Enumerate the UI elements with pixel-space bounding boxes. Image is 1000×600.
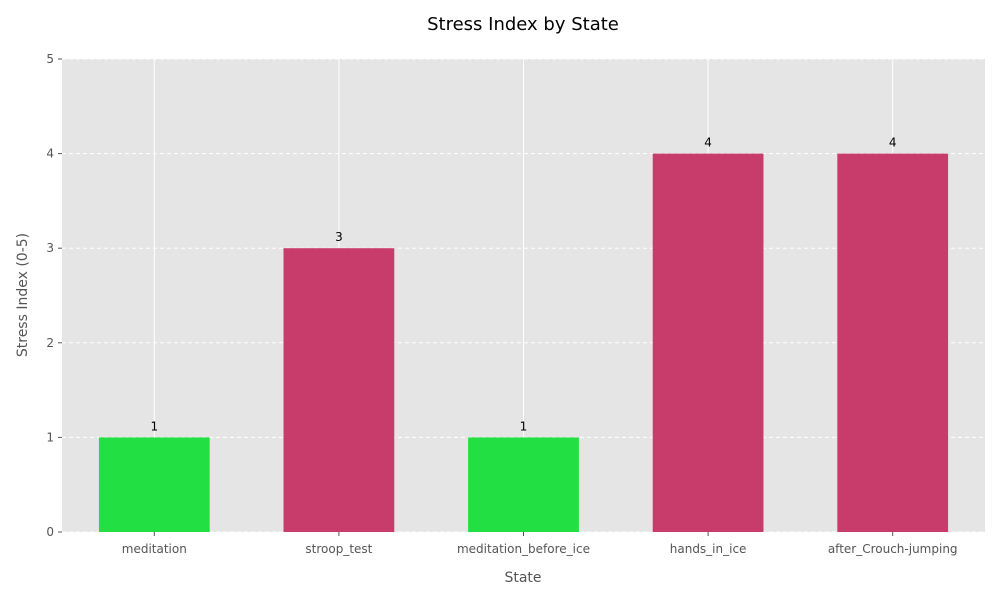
bar bbox=[283, 248, 395, 532]
data-label: 4 bbox=[704, 136, 712, 150]
y-tick-label: 1 bbox=[46, 430, 54, 444]
x-axis: meditation stroop_test meditation_before_i… bbox=[122, 532, 958, 556]
chart-title: Stress Index by State bbox=[427, 14, 619, 35]
bar bbox=[837, 153, 949, 532]
data-label: 4 bbox=[889, 136, 897, 150]
bar bbox=[98, 437, 210, 532]
bar bbox=[468, 437, 579, 532]
y-tick-label: 5 bbox=[46, 52, 54, 66]
bar bbox=[652, 153, 764, 532]
x-tick-label: meditation bbox=[122, 542, 187, 556]
x-tick-label: hands_in_ice bbox=[670, 542, 747, 556]
y-tick-label: 3 bbox=[46, 241, 54, 255]
y-tick-label: 4 bbox=[46, 147, 54, 161]
x-axis-title: State bbox=[504, 570, 541, 586]
x-tick-label: meditation_before_ice bbox=[457, 542, 590, 556]
y-tick-label: 2 bbox=[46, 336, 54, 350]
data-labels: 1 3 1 4 4 bbox=[150, 136, 896, 434]
x-tick-label: stroop_test bbox=[305, 542, 372, 556]
y-axis: 0 1 2 3 4 5 bbox=[46, 52, 62, 539]
y-axis-title: Stress Index (0-5) bbox=[15, 233, 31, 357]
y-tick-label: 0 bbox=[46, 525, 54, 539]
data-label: 1 bbox=[520, 419, 528, 433]
bars bbox=[98, 153, 949, 532]
data-label: 3 bbox=[335, 230, 343, 244]
data-label: 1 bbox=[150, 419, 158, 433]
x-tick-label: after_Crouch-jumping bbox=[828, 542, 958, 556]
